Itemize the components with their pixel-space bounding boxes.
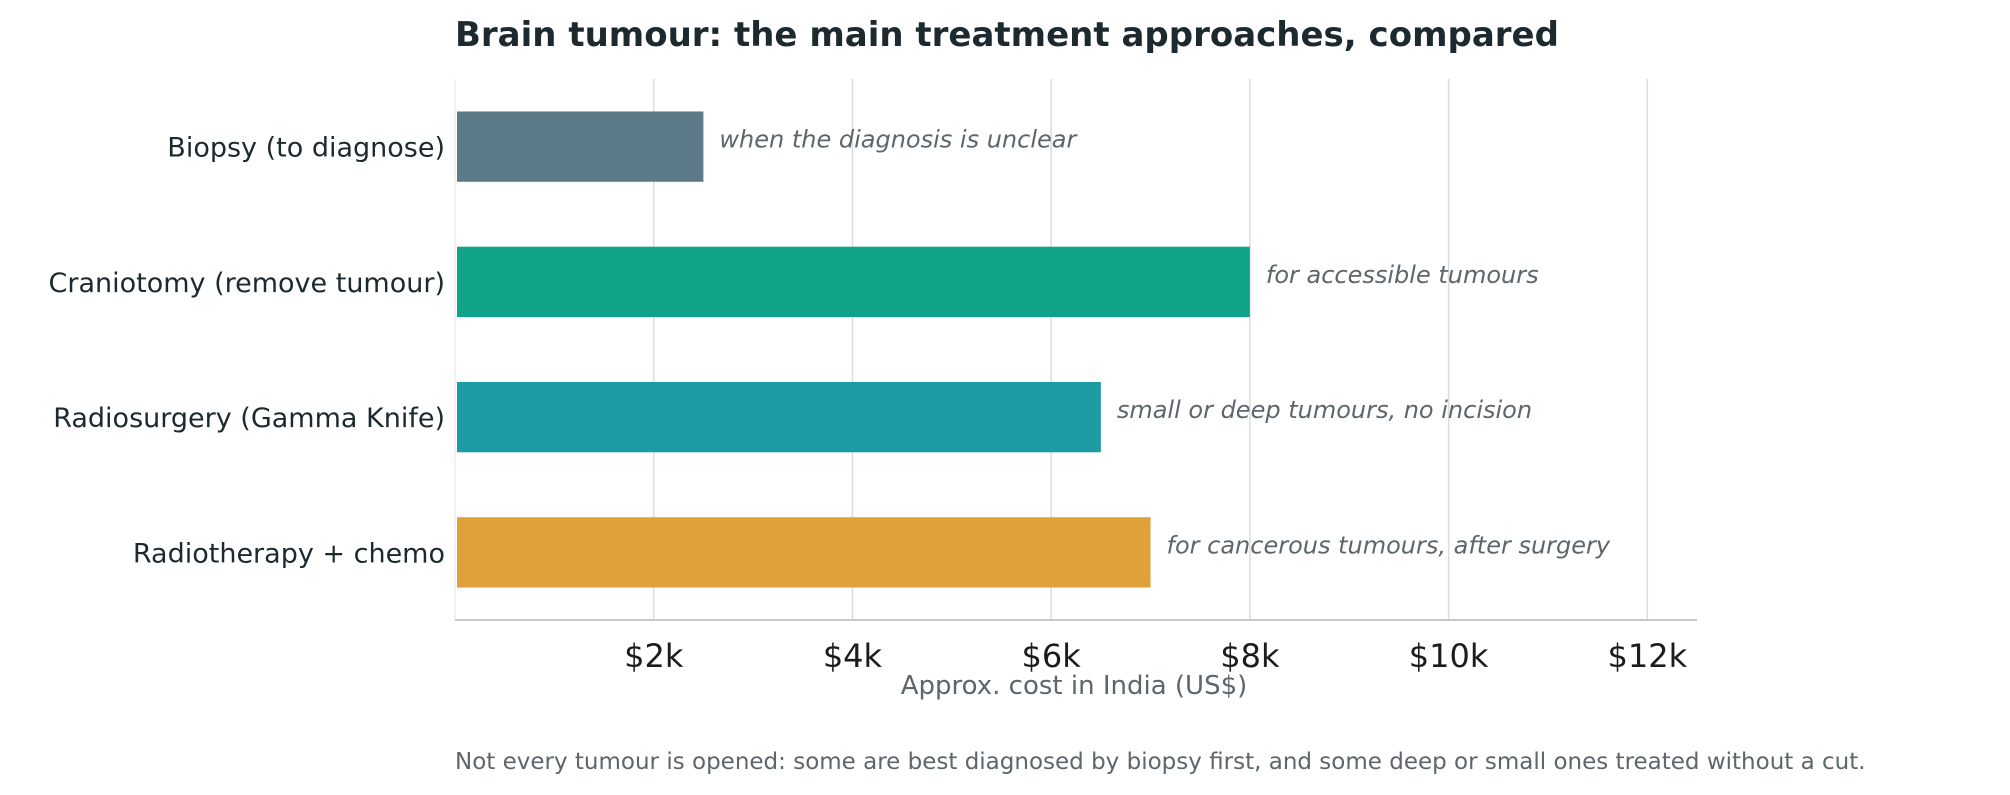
x-axis-label: Approx. cost in India (US$) [901,671,1248,701]
category-label: Biopsy (to diagnose) [167,133,445,164]
category-label: Craniotomy (remove tumour) [48,268,445,299]
labels-layer: Biopsy (to diagnose) when the diagnosis i… [48,126,1610,570]
category-label: Radiotherapy + chemo [133,538,445,569]
bar-annotation: when the diagnosis is unclear [719,126,1078,154]
x-tick-label: $2k [624,637,684,675]
category-label: Radiosurgery (Gamma Knife) [53,403,445,434]
bar [457,381,1101,453]
bars-layer [457,111,1250,588]
x-tick-label: $8k [1220,637,1280,675]
bar-annotation: small or deep tumours, no incision [1117,396,1532,424]
x-tick-label: $10k [1409,637,1489,675]
x-tick-label: $4k [823,637,883,675]
axis-layer: $2k $4k $6k $8k $10k $12k [454,79,1697,675]
x-tick-label: $12k [1608,637,1688,675]
bar-annotation: for cancerous tumours, after surgery [1167,531,1611,559]
footnote: Not every tumour is opened: some are bes… [455,749,1866,775]
bar [457,517,1151,588]
x-tick-label: $6k [1022,637,1082,675]
chart-title: Brain tumour: the main treatment approac… [455,15,1559,55]
bar-annotation: for accessible tumours [1266,261,1539,289]
bar [457,111,704,182]
bar [457,246,1250,318]
